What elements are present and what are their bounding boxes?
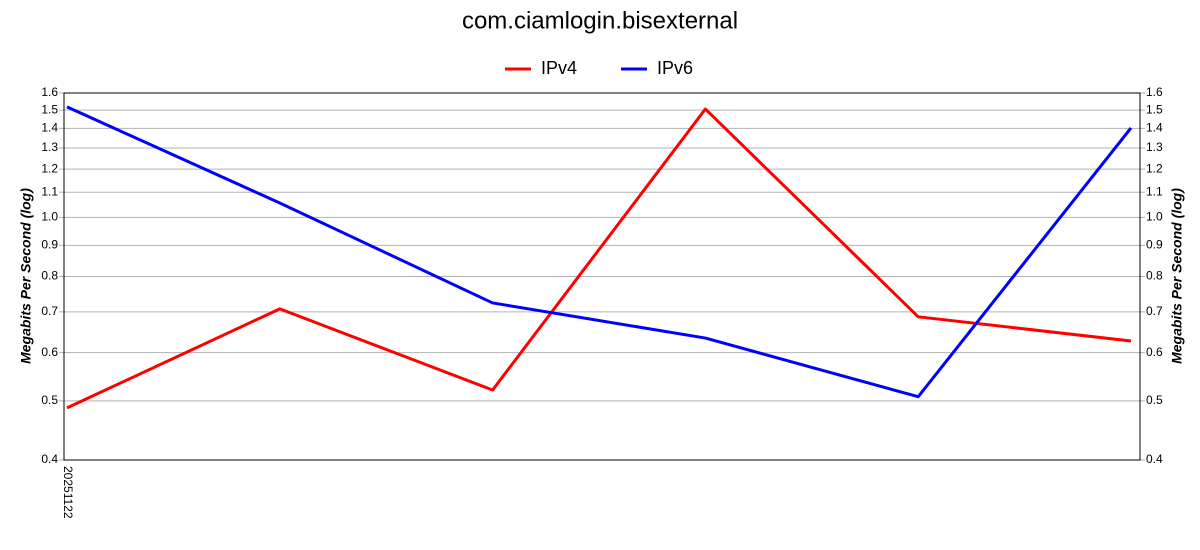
legend-label: IPv6 <box>657 58 693 78</box>
plot-frame <box>63 92 1141 461</box>
y-tick-label: 1.4 <box>41 121 58 135</box>
y-tick-label: 0.6 <box>41 345 58 359</box>
y2-tick-label: 1.1 <box>1146 184 1163 198</box>
y-tick-label: 1.1 <box>41 184 58 198</box>
y-axis-label: Megabits Per Second (log) <box>18 188 34 364</box>
y-tick-label: 0.4 <box>41 452 58 466</box>
y2-tick-label: 0.8 <box>1146 269 1163 283</box>
y2-tick-label: 0.6 <box>1146 345 1163 359</box>
y2-tick-label: 1.6 <box>1146 85 1163 99</box>
series-line <box>66 105 1133 399</box>
y2-axis-label: Megabits Per Second (log) <box>1169 188 1185 364</box>
y2-tick-label: 1.4 <box>1146 121 1163 135</box>
y-tick-label: 0.8 <box>41 269 58 283</box>
y2-tick-label: 0.7 <box>1146 304 1163 318</box>
y2-tick-label: 1.5 <box>1146 102 1163 116</box>
y2-tick-label: 1.3 <box>1146 140 1163 154</box>
y-tick-label: 1.3 <box>41 140 58 154</box>
y2-tick-label: 1.0 <box>1146 210 1163 224</box>
y-tick-label: 1.5 <box>41 102 58 116</box>
chart-title: com.ciamlogin.bisexternal <box>462 7 738 34</box>
y2-tick-label: 0.4 <box>1146 452 1163 466</box>
legend-label: IPv4 <box>541 58 577 78</box>
y2-tick-label: 0.9 <box>1146 237 1163 251</box>
series-line <box>66 107 1132 410</box>
y-tick-label: 0.5 <box>41 393 58 407</box>
y2-tick-label: 0.5 <box>1146 393 1163 407</box>
y-tick-label: 0.9 <box>41 237 58 251</box>
y-tick-label: 0.7 <box>41 304 58 318</box>
y2-tick-label: 1.2 <box>1146 161 1163 175</box>
y-tick-label: 1.6 <box>41 85 58 99</box>
y-tick-label: 1.2 <box>41 161 58 175</box>
y-tick-label: 1.0 <box>41 210 58 224</box>
x-tick-label: 20251122 <box>61 466 75 519</box>
